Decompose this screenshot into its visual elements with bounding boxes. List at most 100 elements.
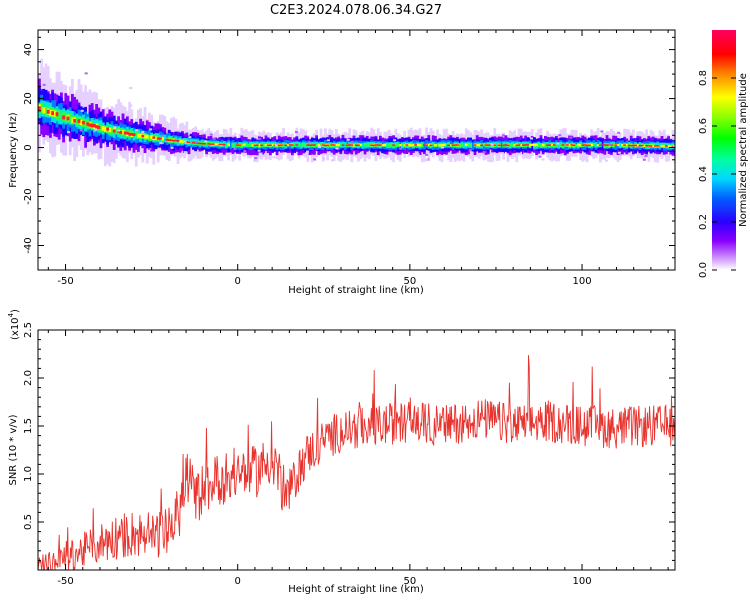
heatmap-cell xyxy=(288,144,292,146)
heatmap-speckle xyxy=(538,155,542,158)
heatmap-cell xyxy=(88,123,92,127)
heatmap-cell xyxy=(414,144,417,146)
heatmap-cell xyxy=(365,142,369,147)
heatmap-cell xyxy=(176,138,180,146)
heatmap-cell xyxy=(585,144,589,146)
heatmap-cell xyxy=(134,132,138,139)
heatmap-cell xyxy=(284,144,288,147)
heatmap-cell xyxy=(431,141,435,148)
heatmap-cell xyxy=(464,143,468,146)
heatmap-cell xyxy=(438,144,442,147)
heatmap-cell xyxy=(211,143,215,145)
heatmap-speckle xyxy=(42,83,46,86)
heatmap-cell xyxy=(295,144,299,146)
heatmap-cell xyxy=(447,142,450,147)
heatmap-cell xyxy=(350,144,354,146)
heatmap-speckle xyxy=(117,129,121,132)
heatmap-cell xyxy=(86,122,90,126)
heatmap-cell xyxy=(123,131,127,135)
heatmap-cell xyxy=(255,144,259,146)
heatmap-cell xyxy=(530,143,534,146)
y-tick-label: 40 xyxy=(23,43,34,56)
heatmap-cell xyxy=(557,142,560,149)
heatmap-cell xyxy=(517,144,521,146)
heatmap-cell xyxy=(405,144,409,146)
heatmap-cell xyxy=(264,144,268,147)
heatmap-cell xyxy=(57,110,61,120)
heatmap-cell xyxy=(524,144,527,146)
heatmap-cell xyxy=(209,143,213,145)
heatmap-cell xyxy=(167,139,171,142)
heatmap-speckle xyxy=(94,128,98,131)
heatmap-speckles xyxy=(40,72,675,162)
heatmap-cell xyxy=(317,143,321,147)
heatmap-cell xyxy=(519,144,523,147)
spectrogram-heatmap xyxy=(38,58,675,167)
colorbar-tick-label: 0.2 xyxy=(698,214,709,230)
heatmap-cell xyxy=(95,125,98,129)
heatmap-cell xyxy=(511,143,514,148)
heatmap-cell xyxy=(145,134,149,139)
heatmap-cell xyxy=(178,139,182,143)
heatmap-cell xyxy=(271,143,274,146)
heatmap-cell xyxy=(396,143,400,148)
heatmap-cell xyxy=(625,144,629,147)
heatmap-cell xyxy=(339,143,343,147)
heatmap-speckle xyxy=(350,140,354,143)
heatmap-cell xyxy=(563,143,567,147)
heatmap-speckle xyxy=(416,153,420,156)
heatmap-cell xyxy=(632,144,635,147)
heatmap-speckle xyxy=(490,143,494,146)
heatmap-cell xyxy=(658,143,662,149)
heatmap-cell xyxy=(458,143,461,147)
heatmap-cell xyxy=(220,143,224,146)
heatmap-cell xyxy=(621,143,624,147)
heatmap-cell xyxy=(185,141,189,143)
heatmap-cell xyxy=(42,107,46,114)
heatmap-cell xyxy=(581,144,585,146)
heatmap-cell xyxy=(242,143,246,146)
heatmap-speckle xyxy=(381,154,385,157)
snr-scale-label: (x104) xyxy=(7,309,21,340)
heatmap-cell xyxy=(416,143,420,146)
heatmap-cell xyxy=(205,142,208,146)
heatmap-speckle xyxy=(253,159,257,162)
snr-panel: -50 0 50 100 0.5 1.0 1.5 2.0 2.5 Height of strai… xyxy=(7,309,676,595)
heatmap-cell xyxy=(337,143,340,146)
heatmap-cell xyxy=(128,132,131,136)
heatmap-speckle xyxy=(313,158,317,161)
heatmap-cell xyxy=(148,135,151,141)
heatmap-cell xyxy=(385,142,389,148)
heatmap-cell xyxy=(605,144,609,146)
heatmap-speckle xyxy=(468,149,472,152)
heatmap-cell xyxy=(645,145,648,147)
heatmap-cell xyxy=(200,142,204,145)
heatmap-speckle xyxy=(257,137,261,140)
heatmap-cell xyxy=(159,137,162,140)
heatmap-cell xyxy=(568,144,571,147)
heatmap-speckle xyxy=(325,135,329,137)
heatmap-speckle xyxy=(335,147,339,150)
heatmap-cell xyxy=(299,143,303,149)
heatmap-speckle xyxy=(530,137,533,140)
heatmap-speckle xyxy=(254,157,258,160)
heatmap-speckle xyxy=(393,139,397,142)
heatmap-speckle xyxy=(80,109,84,112)
heatmap-cell xyxy=(579,144,582,147)
heatmap-cell xyxy=(647,145,651,147)
heatmap-cell xyxy=(253,144,257,146)
spectrogram-panel: -50 0 50 100 -40 -20 0 20 40 Height of straight … xyxy=(8,29,676,296)
heatmap-cell xyxy=(170,139,173,142)
heatmap-cell xyxy=(456,144,459,146)
heatmap-cell xyxy=(304,143,307,147)
heatmap-cell xyxy=(409,144,413,147)
heatmap-speckle xyxy=(346,138,350,141)
heatmap-cell xyxy=(198,142,202,145)
heatmap-cell xyxy=(132,133,136,136)
heatmap-cell xyxy=(216,142,219,146)
heatmap-cell xyxy=(412,144,415,147)
heatmap-cell xyxy=(462,142,466,149)
heatmap-cell xyxy=(326,144,329,147)
heatmap-cell xyxy=(618,142,622,149)
